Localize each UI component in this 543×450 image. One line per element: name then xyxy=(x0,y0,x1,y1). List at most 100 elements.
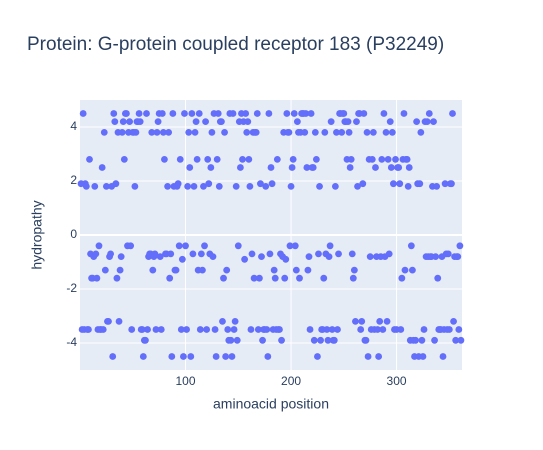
point xyxy=(208,129,216,136)
point xyxy=(262,183,270,190)
point xyxy=(376,318,384,325)
point xyxy=(242,110,250,117)
point xyxy=(221,129,228,136)
point xyxy=(378,156,386,163)
point xyxy=(449,110,456,117)
point xyxy=(360,110,368,117)
point xyxy=(127,242,135,250)
point xyxy=(349,274,357,282)
point xyxy=(380,110,388,117)
point xyxy=(374,326,381,333)
point xyxy=(85,326,92,333)
point xyxy=(248,250,256,258)
point xyxy=(214,110,222,117)
point xyxy=(112,180,120,188)
point xyxy=(432,253,440,260)
y-axis-label: hydropathy xyxy=(29,200,45,269)
point xyxy=(392,156,399,163)
point xyxy=(382,129,390,136)
point xyxy=(326,242,334,250)
point xyxy=(236,164,244,171)
point xyxy=(431,336,438,344)
point xyxy=(281,274,289,282)
x-tick-label: 100 xyxy=(176,374,196,388)
point xyxy=(231,318,239,325)
point xyxy=(362,336,370,344)
point xyxy=(352,318,359,325)
point xyxy=(445,326,453,333)
point xyxy=(212,353,220,360)
point xyxy=(110,110,118,117)
point xyxy=(176,156,184,163)
point xyxy=(258,253,265,260)
point xyxy=(228,353,236,360)
point xyxy=(246,183,254,190)
point xyxy=(379,326,387,333)
point xyxy=(215,183,223,190)
point xyxy=(457,336,465,344)
point xyxy=(185,129,193,136)
point xyxy=(364,353,372,360)
point xyxy=(347,156,355,163)
point xyxy=(368,156,376,163)
point xyxy=(420,326,428,333)
point xyxy=(86,156,93,163)
point xyxy=(439,353,447,360)
point xyxy=(193,156,201,163)
point xyxy=(109,353,117,360)
point xyxy=(416,180,424,188)
point xyxy=(344,118,352,125)
point xyxy=(304,266,312,274)
point xyxy=(264,353,272,360)
y-tick-label: 0 xyxy=(70,227,77,241)
point xyxy=(201,242,208,250)
point xyxy=(132,129,140,136)
point xyxy=(289,156,297,163)
point xyxy=(383,318,391,325)
point xyxy=(113,274,121,282)
point xyxy=(433,183,441,190)
point xyxy=(346,164,354,171)
point xyxy=(183,326,190,333)
point xyxy=(454,253,462,260)
point xyxy=(195,110,203,117)
point xyxy=(192,118,200,125)
point xyxy=(305,253,313,260)
point xyxy=(359,180,367,188)
point xyxy=(178,255,186,263)
point xyxy=(350,266,358,274)
point xyxy=(372,164,379,171)
point xyxy=(219,318,226,325)
point xyxy=(386,118,394,125)
point xyxy=(323,326,331,333)
chart-title: Protein: G-protein coupled receptor 183 … xyxy=(27,34,444,55)
point xyxy=(397,326,405,333)
point xyxy=(444,250,452,258)
point xyxy=(241,255,249,263)
point xyxy=(456,242,464,250)
point xyxy=(409,266,416,274)
point xyxy=(100,129,108,136)
point xyxy=(118,129,126,136)
point xyxy=(358,318,366,325)
point xyxy=(302,110,310,117)
point xyxy=(172,266,180,274)
point xyxy=(232,183,240,190)
point xyxy=(353,118,360,125)
point xyxy=(417,129,425,136)
point xyxy=(157,326,165,333)
point xyxy=(385,250,393,258)
point xyxy=(159,129,167,136)
point xyxy=(418,336,426,344)
point xyxy=(407,242,415,250)
point xyxy=(419,353,427,360)
point xyxy=(266,250,274,258)
point xyxy=(390,180,397,188)
point xyxy=(270,266,278,274)
point xyxy=(116,266,124,274)
point xyxy=(273,156,281,163)
point xyxy=(271,274,279,282)
point xyxy=(290,110,298,117)
point xyxy=(387,164,395,171)
